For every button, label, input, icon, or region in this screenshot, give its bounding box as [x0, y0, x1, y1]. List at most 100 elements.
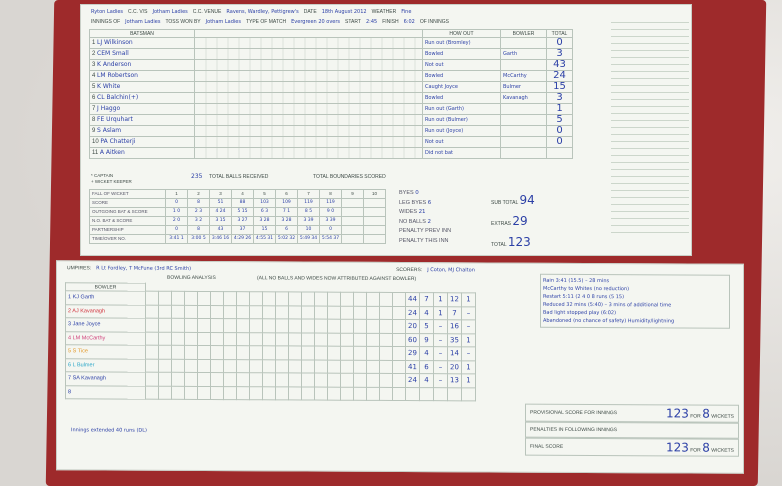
- over-cell: [314, 305, 328, 320]
- batsman-name: FE Urquhart: [97, 116, 133, 123]
- bowler-name: S Tice: [72, 348, 88, 355]
- fow-cell: [341, 198, 364, 208]
- for-label: FOR: [690, 413, 701, 420]
- bowler-number: 8: [68, 389, 72, 396]
- over-cell: [366, 359, 380, 374]
- fow-label: FALL OF WICKET: [89, 189, 166, 199]
- fow-row: TIME/OVER NO. 3:41 1 3:00 5 3:46 16 4:29 26 4…: [89, 234, 386, 244]
- fow-cell: 51: [209, 198, 232, 208]
- captain-legend: * CAPTAIN: [91, 173, 114, 178]
- over-cell: [236, 305, 250, 319]
- bowler-figure: –: [433, 373, 448, 388]
- batsman-number: 11: [92, 150, 99, 156]
- umpires-label: UMPIRES:: [67, 265, 92, 272]
- bowling-table: BOWLER 1 KJ Garth 44 7 1 12 1 2 AJ Kavanagh 24 4…: [65, 282, 476, 401]
- dismissal-bowler: [500, 114, 547, 126]
- over-cell: [223, 372, 237, 387]
- over-cell: [158, 331, 172, 346]
- over-cell: [145, 318, 159, 332]
- batsman-total: 24: [546, 70, 573, 82]
- prev-inn: PREV INN: [425, 228, 452, 234]
- batsman-row: 2 CEM Small Bowled Garth 3: [89, 48, 573, 60]
- bowling-note: (ALL NO BALLS AND WIDES NOW ATTRIBUTED A…: [257, 275, 417, 283]
- sub-total: 94: [519, 193, 535, 207]
- fow-cell: 4:29 26: [231, 234, 254, 244]
- fow-cell: 6 3: [253, 207, 276, 217]
- fow-cell: 43: [209, 225, 232, 235]
- keeper-legend: + WICKET KEEPER: [91, 179, 132, 184]
- start-label: START: [345, 19, 361, 25]
- finish-time: 6:02: [403, 19, 415, 25]
- fow-label: OUTGOING BAT & SCORE: [89, 207, 166, 217]
- over-cell: [314, 346, 328, 360]
- batsman-number: 8: [92, 117, 96, 123]
- fow-cell: 103: [253, 198, 276, 208]
- runs-cells: [194, 81, 423, 93]
- bowler-figure: 13: [447, 373, 462, 388]
- over-cell: [184, 358, 198, 373]
- fow-cell: 2: [187, 189, 210, 199]
- over-cell: [379, 346, 393, 360]
- innings-total: 123: [507, 235, 531, 249]
- balls-label: TOTAL BALLS RECEIVED: [209, 174, 269, 180]
- fow-cell: 88: [231, 198, 254, 208]
- over-cell: [327, 386, 341, 401]
- bowling-analysis-label: BOWLING ANALYSIS: [167, 274, 216, 282]
- bowler-figure: 35: [447, 333, 462, 347]
- fow-cell: 109: [275, 198, 298, 208]
- over-cell: [249, 359, 263, 373]
- venue-label: C.C. VENUE: [192, 9, 222, 15]
- fow-cell: 3 28: [275, 216, 298, 226]
- over-cell: [366, 346, 380, 360]
- over-cell: [314, 292, 328, 306]
- over-cell: [288, 386, 302, 400]
- batsman-number: 9: [92, 128, 96, 134]
- fow-cell: 5 15: [231, 207, 254, 217]
- batsman-number: 2: [92, 51, 96, 57]
- dismissal-bowler: Garth: [500, 48, 547, 60]
- over-cell: [145, 345, 159, 359]
- match-header: Ryton Ladies C.C. V/S Jotham Ladies C.C.…: [91, 9, 411, 15]
- batsman-row: 5 K White Caught Joyce Bulmer 15: [89, 81, 573, 93]
- wides: 21: [418, 209, 426, 215]
- over-cell: [340, 292, 354, 306]
- over-cell: [145, 358, 159, 373]
- runs-cells: [194, 136, 423, 148]
- over-cell: [288, 372, 302, 387]
- col-bowler: BOWLER: [500, 29, 547, 38]
- over-cell: [262, 318, 276, 333]
- over-cell: [210, 305, 224, 319]
- for-label-2: FOR: [690, 447, 701, 454]
- over-cell: [340, 332, 354, 347]
- batsman-name: CEM Small: [97, 50, 129, 57]
- over-cell: [184, 385, 198, 400]
- over-cell: [223, 318, 237, 333]
- over-cell: [392, 386, 406, 401]
- over-cell: [288, 359, 302, 373]
- over-cell: [210, 372, 224, 387]
- over-cell: [340, 319, 354, 333]
- fow-cell: 10: [363, 189, 386, 199]
- over-cell: [379, 305, 393, 320]
- fow-cell: 3 15: [209, 216, 232, 226]
- over-cell: [158, 345, 172, 359]
- fow-cell: 5:49 34: [297, 234, 320, 244]
- over-cell: [314, 373, 328, 387]
- total-label: TOTAL: [491, 242, 507, 248]
- fow-cell: 6: [275, 225, 298, 235]
- over-cell: [353, 359, 367, 374]
- provisional-score: PROVISIONAL SCORE FOR INNINGS 123 FOR 8 …: [525, 403, 739, 423]
- bowler-figure: [405, 387, 420, 401]
- fow-cell: 5:54 37: [319, 234, 342, 244]
- over-cell: [249, 318, 263, 333]
- over-cell: [158, 304, 172, 319]
- over-cell: [275, 386, 289, 400]
- bowler-figure: 4: [419, 306, 434, 320]
- over-cell: [158, 318, 172, 332]
- batsman-number: 10: [92, 139, 99, 145]
- bowler-figure: 1: [461, 373, 476, 388]
- over-cell: [145, 291, 159, 305]
- over-cell: [301, 372, 315, 387]
- final-score-value: 123: [665, 440, 689, 455]
- bowler-figure: 24: [405, 373, 420, 388]
